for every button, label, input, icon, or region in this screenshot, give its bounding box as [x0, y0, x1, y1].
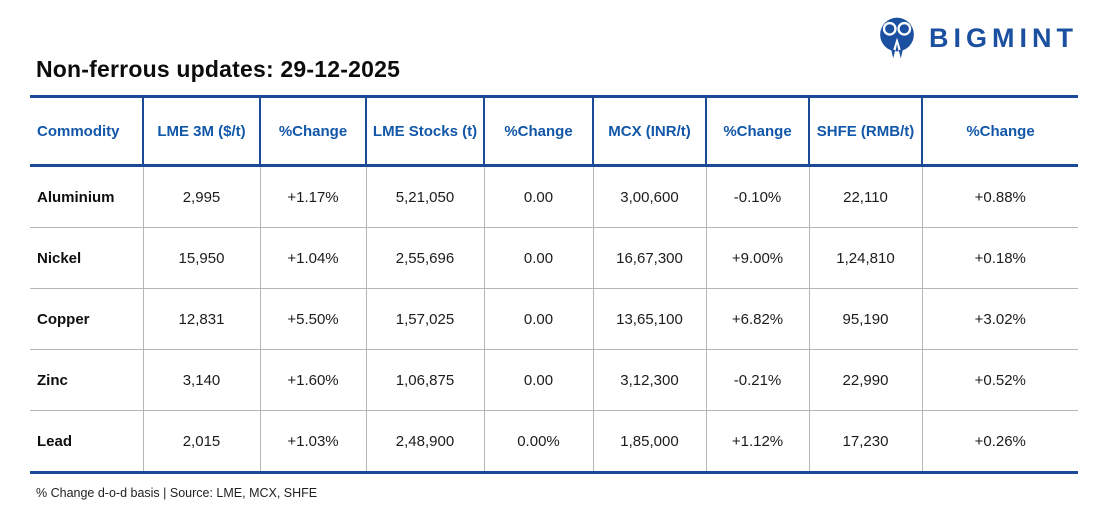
- lme-3m-change: +5.50%: [259, 288, 366, 350]
- column-header-lme-3m: LME 3M ($/t): [142, 95, 260, 167]
- lme-stocks-value: 2,55,696: [365, 227, 484, 289]
- lme-3m-change: +1.17%: [259, 165, 366, 228]
- shfe-change: +0.18%: [921, 227, 1078, 289]
- lme-stocks-change: 0.00: [483, 165, 593, 228]
- page-title: Non-ferrous updates: 29-12-2025: [36, 56, 401, 82]
- mcx-value: 1,85,000: [592, 410, 706, 474]
- lme-stocks-change: 0.00: [483, 288, 593, 350]
- column-header-lme-stocks-change: %Change: [483, 95, 593, 167]
- mcx-change: -0.10%: [705, 165, 809, 228]
- lme-stocks-change: 0.00: [483, 227, 593, 289]
- commodity-name: Nickel: [30, 227, 143, 289]
- bigmint-people-monogram-icon: [874, 16, 920, 60]
- mcx-change: -0.21%: [705, 349, 809, 411]
- lme-stocks-value: 2,48,900: [365, 410, 484, 474]
- column-header-mcx: MCX (INR/t): [592, 95, 706, 167]
- commodity-name: Aluminium: [37, 188, 115, 206]
- lme-3m-change: +1.04%: [259, 227, 366, 289]
- column-header-commodity: Commodity: [30, 95, 143, 167]
- lme-stocks-change: 0.00: [483, 349, 593, 411]
- table-row-aluminium: Aluminium 2,995 +1.17% 5,21,050 0.00 3,0…: [30, 165, 1078, 228]
- lme-3m-value: 3,140: [142, 349, 260, 411]
- shfe-value: 1,24,810: [808, 227, 922, 289]
- column-header-mcx-change: %Change: [705, 95, 809, 167]
- table-row-nickel: Nickel 15,950 +1.04% 2,55,696 0.00 16,67…: [30, 227, 1078, 289]
- shfe-change: +0.26%: [921, 410, 1078, 474]
- shfe-value: 95,190: [808, 288, 922, 350]
- table-row-lead: Lead 2,015 +1.03% 2,48,900 0.00% 1,85,00…: [30, 410, 1078, 474]
- lme-3m-value: 2,995: [142, 165, 260, 228]
- commodity-name: Lead: [30, 410, 143, 474]
- mcx-value: 3,12,300: [592, 349, 706, 411]
- lme-stocks-value: 1,57,025: [365, 288, 484, 350]
- table-header-row: Commodity LME 3M ($/t) %Change LME Stock…: [30, 95, 1078, 167]
- mcx-value: 3,00,600: [592, 165, 706, 228]
- shfe-value: 22,990: [808, 349, 922, 411]
- column-header-shfe: SHFE (RMB/t): [808, 95, 922, 167]
- lme-3m-value: 12,831: [142, 288, 260, 350]
- lme-3m-value: 2,015: [142, 410, 260, 474]
- lme-stocks-value: 1,06,875: [365, 349, 484, 411]
- commodity-name: Copper: [30, 288, 143, 350]
- shfe-change: +0.52%: [921, 349, 1078, 411]
- non-ferrous-prices-table: Commodity LME 3M ($/t) %Change LME Stock…: [30, 95, 1078, 474]
- lme-3m-change: +1.60%: [259, 349, 366, 411]
- mcx-value: 13,65,100: [592, 288, 706, 350]
- source-note: % Change d-o-d basis | Source: LME, MCX,…: [36, 486, 318, 500]
- mcx-change: +6.82%: [705, 288, 809, 350]
- shfe-value: 22,110: [808, 165, 922, 228]
- column-header-lme-stocks: LME Stocks (t): [365, 95, 484, 167]
- shfe-change: +0.88%: [921, 165, 1078, 228]
- table-row-zinc: Zinc 3,140 +1.60% 1,06,875 0.00 3,12,300…: [30, 349, 1078, 411]
- column-header-lme-3m-change: %Change: [259, 95, 366, 167]
- lme-stocks-value: 5,21,050: [365, 165, 484, 228]
- brand-name: BIGMINT: [929, 22, 1078, 53]
- commodity-name: Zinc: [30, 349, 143, 411]
- mcx-change: +1.12%: [705, 410, 809, 474]
- bigmint-logo: BIGMINT: [874, 16, 1078, 60]
- mcx-change: +9.00%: [705, 227, 809, 289]
- lme-3m-change: +1.03%: [259, 410, 366, 474]
- mcx-value: 16,67,300: [592, 227, 706, 289]
- lme-stocks-change: 0.00%: [483, 410, 593, 474]
- lme-3m-value: 15,950: [142, 227, 260, 289]
- table-row-copper: Copper 12,831 +5.50% 1,57,025 0.00 13,65…: [30, 288, 1078, 350]
- shfe-value: 17,230: [808, 410, 922, 474]
- shfe-change: +3.02%: [921, 288, 1078, 350]
- column-header-shfe-change: %Change: [921, 95, 1078, 167]
